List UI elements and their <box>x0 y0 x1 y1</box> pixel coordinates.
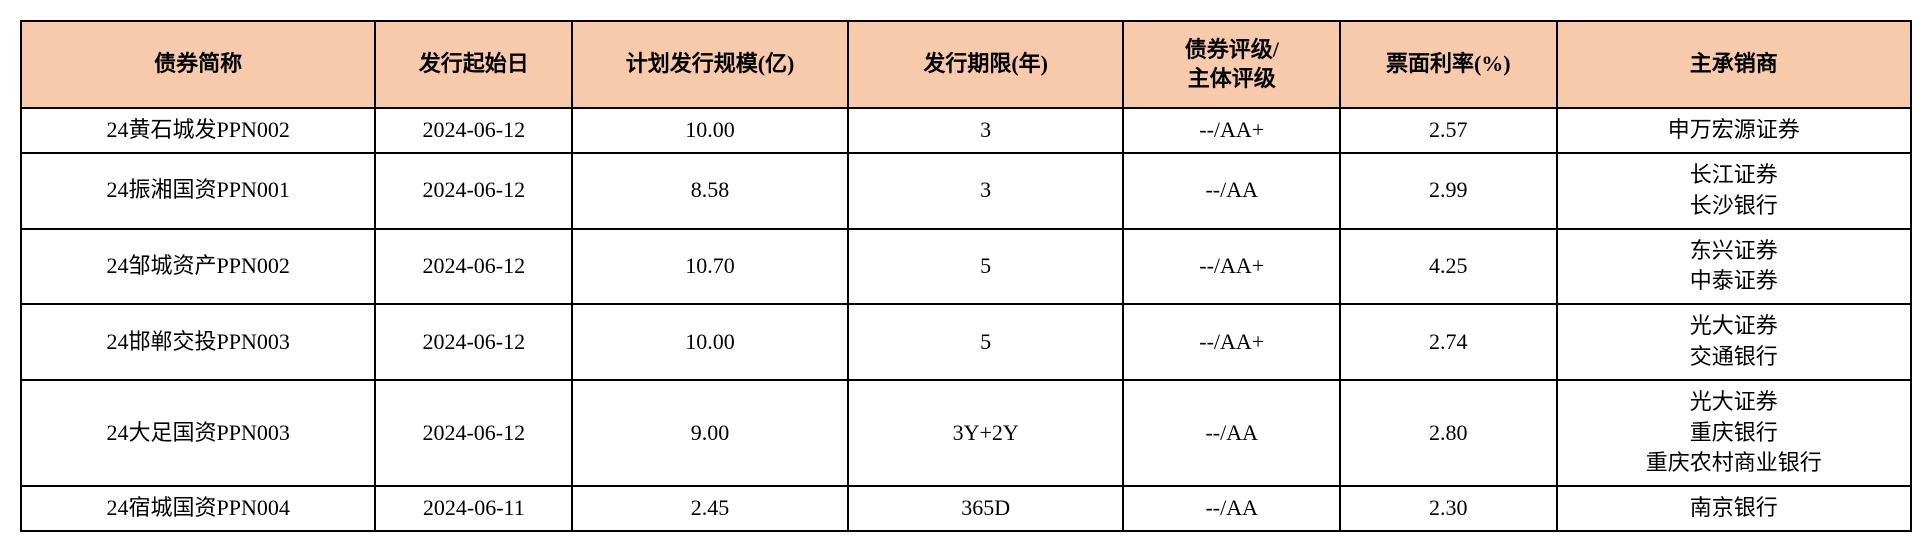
table-row: 24宿城国资PPN0042024-06-112.45365D--/AA2.30南… <box>21 486 1911 531</box>
cell-bond-name: 24邹城资产PPN002 <box>21 229 375 305</box>
cell-rate: 2.57 <box>1340 108 1557 153</box>
cell-rating: --/AA <box>1123 153 1340 229</box>
table-row: 24邹城资产PPN0022024-06-1210.705--/AA+4.25东兴… <box>21 229 1911 305</box>
table-header-row: 债券简称 发行起始日 计划发行规模(亿) 发行期限(年) 债券评级/ 主体评级 … <box>21 21 1911 108</box>
header-term: 发行期限(年) <box>848 21 1124 108</box>
cell-term: 3 <box>848 153 1124 229</box>
cell-scale: 10.00 <box>572 108 848 153</box>
table-row: 24大足国资PPN0032024-06-129.003Y+2Y--/AA2.80… <box>21 380 1911 486</box>
header-rate: 票面利率(%) <box>1340 21 1557 108</box>
cell-scale: 9.00 <box>572 380 848 486</box>
cell-issue-date: 2024-06-12 <box>375 108 572 153</box>
cell-underwriter: 光大证券 重庆银行 重庆农村商业银行 <box>1557 380 1911 486</box>
cell-rate: 2.74 <box>1340 304 1557 380</box>
cell-underwriter: 长江证券 长沙银行 <box>1557 153 1911 229</box>
cell-issue-date: 2024-06-12 <box>375 380 572 486</box>
header-underwriter: 主承销商 <box>1557 21 1911 108</box>
cell-issue-date: 2024-06-12 <box>375 229 572 305</box>
cell-term: 5 <box>848 304 1124 380</box>
cell-bond-name: 24振湘国资PPN001 <box>21 153 375 229</box>
bond-table: 债券简称 发行起始日 计划发行规模(亿) 发行期限(年) 债券评级/ 主体评级 … <box>20 20 1912 532</box>
cell-underwriter: 南京银行 <box>1557 486 1911 531</box>
table-row: 24振湘国资PPN0012024-06-128.583--/AA2.99长江证券… <box>21 153 1911 229</box>
cell-term: 3 <box>848 108 1124 153</box>
header-scale: 计划发行规模(亿) <box>572 21 848 108</box>
cell-underwriter: 申万宏源证券 <box>1557 108 1911 153</box>
header-rating: 债券评级/ 主体评级 <box>1123 21 1340 108</box>
cell-rate: 4.25 <box>1340 229 1557 305</box>
cell-scale: 10.70 <box>572 229 848 305</box>
cell-bond-name: 24邯郸交投PPN003 <box>21 304 375 380</box>
table-row: 24黄石城发PPN0022024-06-1210.003--/AA+2.57申万… <box>21 108 1911 153</box>
cell-scale: 2.45 <box>572 486 848 531</box>
cell-issue-date: 2024-06-11 <box>375 486 572 531</box>
table-body: 24黄石城发PPN0022024-06-1210.003--/AA+2.57申万… <box>21 108 1911 531</box>
cell-rate: 2.99 <box>1340 153 1557 229</box>
cell-term: 5 <box>848 229 1124 305</box>
cell-bond-name: 24黄石城发PPN002 <box>21 108 375 153</box>
cell-bond-name: 24宿城国资PPN004 <box>21 486 375 531</box>
cell-underwriter: 光大证券 交通银行 <box>1557 304 1911 380</box>
cell-rating: --/AA <box>1123 380 1340 486</box>
cell-rate: 2.80 <box>1340 380 1557 486</box>
cell-underwriter: 东兴证券 中泰证券 <box>1557 229 1911 305</box>
cell-term: 365D <box>848 486 1124 531</box>
cell-rating: --/AA+ <box>1123 304 1340 380</box>
header-bond-name: 债券简称 <box>21 21 375 108</box>
cell-scale: 8.58 <box>572 153 848 229</box>
cell-scale: 10.00 <box>572 304 848 380</box>
header-issue-date: 发行起始日 <box>375 21 572 108</box>
cell-issue-date: 2024-06-12 <box>375 304 572 380</box>
table-row: 24邯郸交投PPN0032024-06-1210.005--/AA+2.74光大… <box>21 304 1911 380</box>
cell-rating: --/AA+ <box>1123 108 1340 153</box>
cell-rating: --/AA <box>1123 486 1340 531</box>
cell-bond-name: 24大足国资PPN003 <box>21 380 375 486</box>
cell-rating: --/AA+ <box>1123 229 1340 305</box>
cell-term: 3Y+2Y <box>848 380 1124 486</box>
cell-issue-date: 2024-06-12 <box>375 153 572 229</box>
cell-rate: 2.30 <box>1340 486 1557 531</box>
